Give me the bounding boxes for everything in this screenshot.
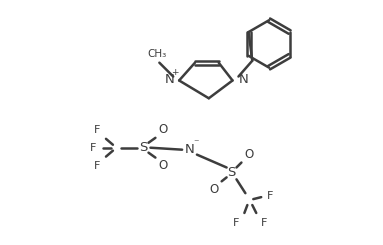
- Text: ⁻: ⁻: [193, 138, 199, 148]
- Text: O: O: [159, 159, 168, 172]
- Text: F: F: [261, 218, 267, 228]
- Text: CH₃: CH₃: [148, 49, 167, 59]
- Text: +: +: [172, 68, 179, 77]
- Text: S: S: [228, 166, 236, 179]
- Text: N: N: [164, 73, 174, 86]
- Text: N: N: [239, 73, 248, 86]
- Text: F: F: [90, 143, 96, 153]
- Text: F: F: [94, 125, 100, 135]
- Text: O: O: [209, 183, 218, 196]
- Text: O: O: [245, 148, 254, 161]
- Text: S: S: [139, 141, 148, 154]
- Text: N: N: [185, 143, 195, 156]
- Text: F: F: [94, 160, 100, 171]
- Text: F: F: [233, 218, 240, 228]
- Text: O: O: [159, 123, 168, 136]
- Text: F: F: [267, 191, 273, 201]
